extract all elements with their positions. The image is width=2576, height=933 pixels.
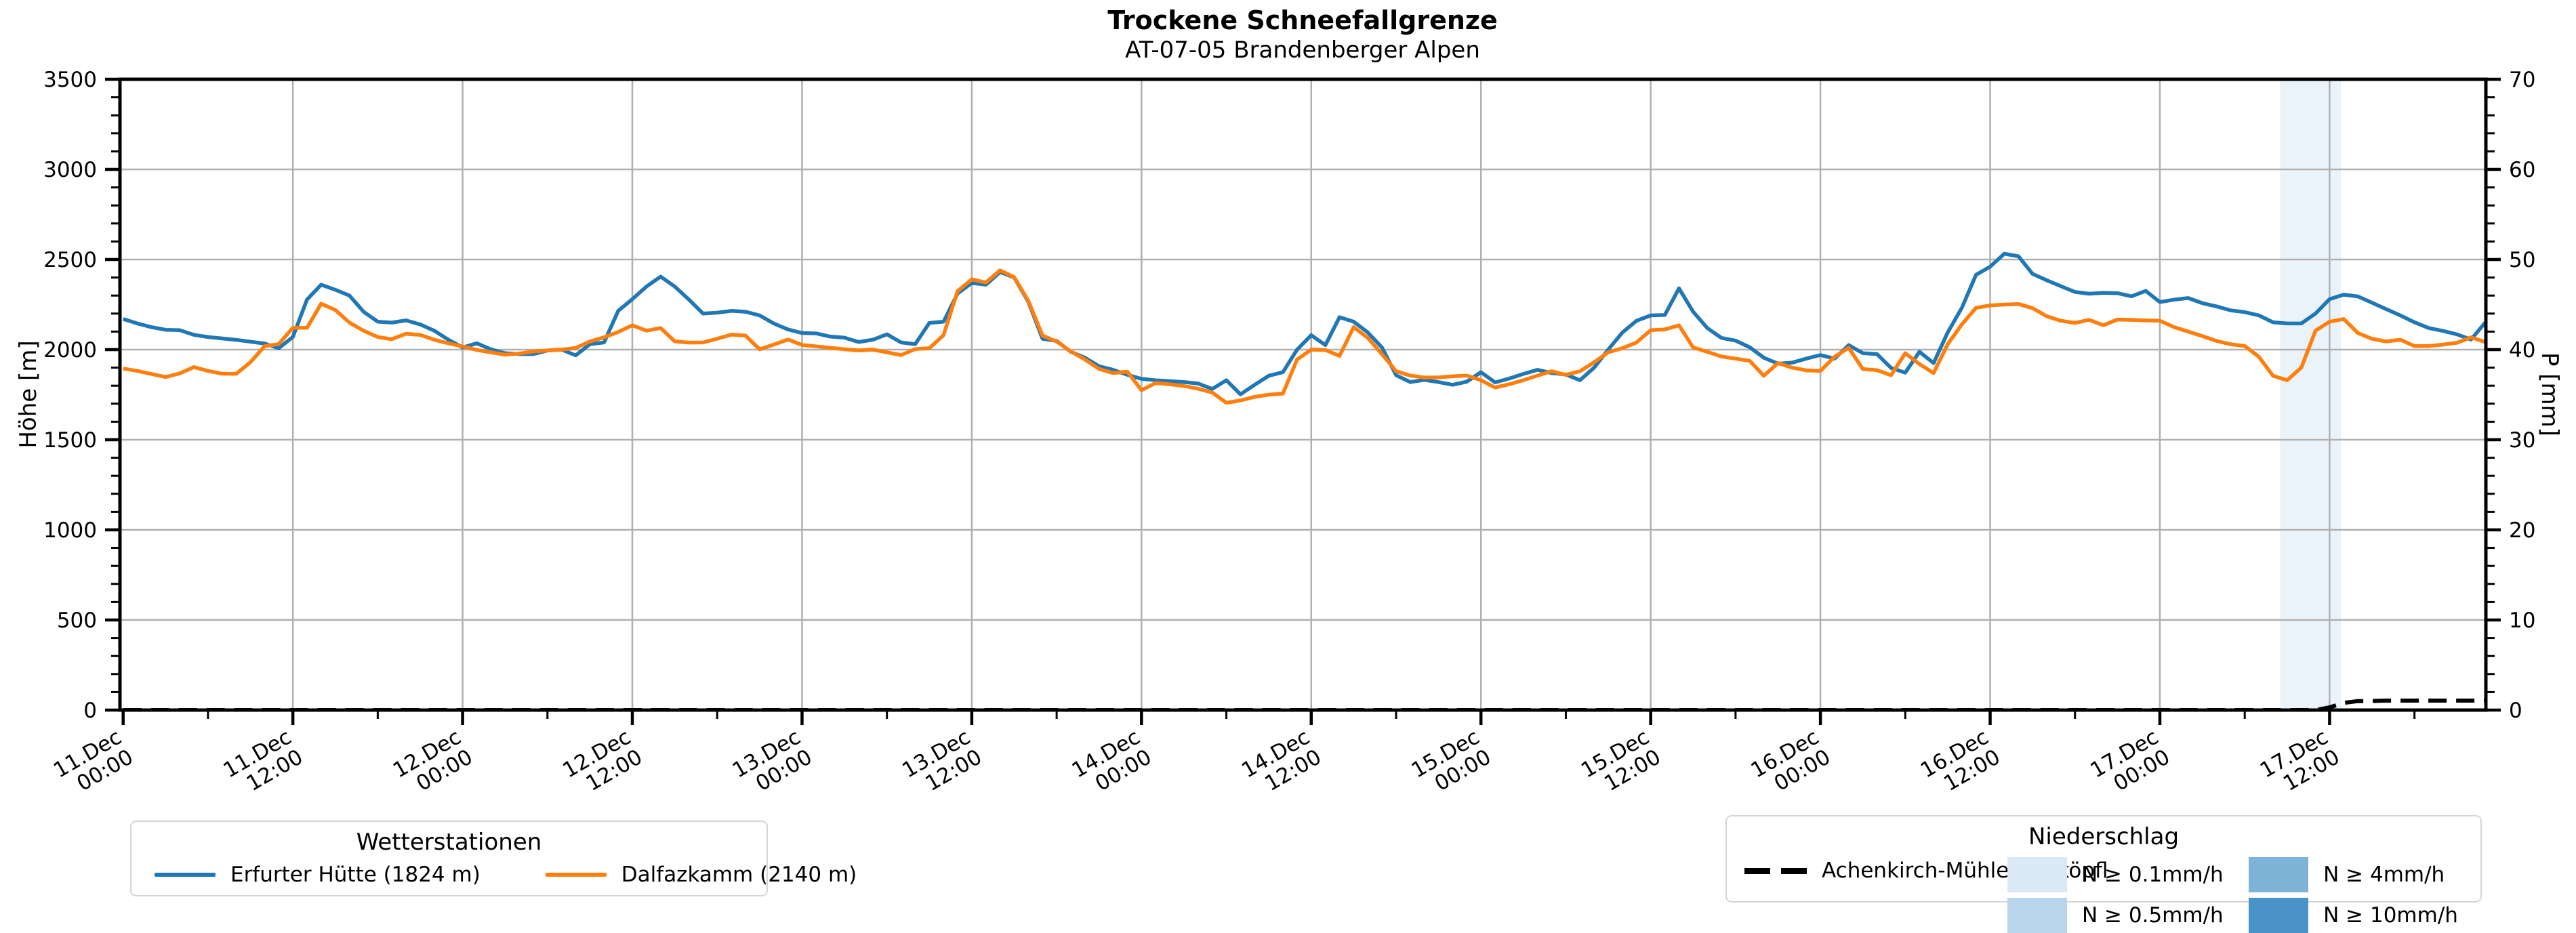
line-swatch-orange (545, 873, 607, 877)
x-tick-label: 15.Dec12:00 (1577, 725, 1665, 803)
svg-text:16.Dec12:00: 16.Dec12:00 (1917, 725, 2005, 803)
legend-item-label: N ≥ 4mm/h (2323, 863, 2445, 887)
y-right-tick-label: 70 (2509, 68, 2535, 92)
y-right-tick-label: 60 (2509, 158, 2535, 182)
svg-text:15.Dec12:00: 15.Dec12:00 (1577, 725, 1665, 803)
y-left-tick-label: 0 (83, 699, 97, 723)
line-swatch-blue (155, 873, 216, 877)
legend-precip-title: Niederschlag (2028, 823, 2180, 850)
y-left-tick-label: 500 (57, 608, 97, 633)
x-tick-label: 12.Dec12:00 (558, 725, 647, 803)
legend-precipitation: Niederschlag Achenkirch-Mühleggerköpfl N… (1725, 815, 2482, 933)
y-left-tick-label: 2000 (43, 338, 97, 362)
x-tick-label: 15.Dec00:00 (1408, 725, 1496, 803)
legend-item-achenkirch: Achenkirch-Mühleggerköpfl (1744, 858, 2108, 883)
y-left-tick-label: 2500 (43, 248, 97, 272)
x-tick-label: 14.Dec12:00 (1238, 725, 1326, 803)
dashed-line-swatch (1744, 867, 1807, 874)
legend-item-label: Dalfazkamm (2140 m) (621, 863, 857, 887)
y-left-tick-label: 1500 (43, 428, 97, 453)
legend-item-label: Erfurter Hütte (1824 m) (230, 863, 481, 887)
precip-patch-4 (2249, 857, 2309, 892)
legend-item-n10: N ≥ 10mm/h (2249, 898, 2463, 933)
svg-text:11.Dec12:00: 11.Dec12:00 (219, 725, 307, 803)
precip-patch-0.5 (2007, 898, 2067, 933)
y-right-tick-label: 0 (2509, 699, 2522, 723)
y-left-tick-label: 3500 (43, 68, 97, 92)
gridlines (120, 79, 2486, 710)
series-0 (122, 251, 2486, 396)
legend-item-n4: N ≥ 4mm/h (2249, 857, 2463, 892)
y-right-tick-label: 30 (2509, 428, 2535, 453)
y-right-tick-label: 20 (2509, 518, 2535, 543)
x-tick-label: 16.Dec12:00 (1917, 725, 2005, 803)
y-right-tick-label: 40 (2509, 338, 2535, 362)
precip-patch-10 (2249, 898, 2309, 933)
legend-item-erfurter-huette: Erfurter Hütte (1824 m) (155, 863, 481, 887)
tick-labels: 0 500 1000 1500 2000 2500 3000 3500 0 10 20 30 40 50 6… (43, 68, 2535, 803)
legend-stations-title: Wetterstationen (356, 829, 542, 856)
svg-text:12.Dec00:00: 12.Dec00:00 (389, 725, 477, 803)
axes-spines (118, 77, 2488, 712)
svg-text:12.Dec12:00: 12.Dec12:00 (558, 725, 647, 803)
x-tick-label: 11.Dec00:00 (49, 725, 138, 803)
svg-text:13.Dec00:00: 13.Dec00:00 (729, 725, 817, 803)
chart-title: Trockene Schneefallgrenze (1107, 5, 1498, 35)
svg-text:15.Dec00:00: 15.Dec00:00 (1408, 725, 1496, 803)
legend-item-label: N ≥ 0.5mm/h (2082, 903, 2224, 928)
x-tick-label: 12.Dec00:00 (389, 725, 477, 803)
axis-ticks (105, 77, 2501, 725)
legend-stations: Wetterstationen Erfurter Hütte (1824 m) … (130, 821, 857, 896)
legend-item-dalfazkamm: Dalfazkamm (2140 m) (545, 863, 857, 887)
series-1 (123, 268, 2486, 405)
y-left-tick-label: 3000 (43, 158, 97, 182)
legend-item-n01: N ≥ 0.1mm/h (2007, 857, 2249, 892)
x-tick-label: 16.Dec00:00 (1746, 725, 1835, 803)
precip-band (2280, 79, 2342, 710)
y-left-tick-label: 1000 (43, 518, 97, 543)
y-right-tick-label: 10 (2509, 608, 2535, 633)
precip-patch-0.1 (2007, 857, 2067, 892)
y-right-tick-label: 50 (2509, 248, 2535, 272)
svg-text:13.Dec12:00: 13.Dec12:00 (898, 725, 986, 803)
svg-text:17.Dec00:00: 17.Dec00:00 (2086, 725, 2174, 803)
x-tick-label: 11.Dec12:00 (219, 725, 307, 803)
svg-text:16.Dec00:00: 16.Dec00:00 (1746, 725, 1835, 803)
x-tick-label: 14.Dec00:00 (1068, 725, 1156, 803)
svg-text:14.Dec00:00: 14.Dec00:00 (1068, 725, 1156, 803)
legend-item-label: N ≥ 0.1mm/h (2082, 863, 2224, 887)
chart-subtitle: AT-07-05 Brandenberger Alpen (1125, 37, 1480, 64)
x-tick-label: 17.Dec12:00 (2256, 725, 2344, 803)
legend-item-label: N ≥ 10mm/h (2323, 903, 2458, 928)
legend-item-n05: N ≥ 0.5mm/h (2007, 898, 2249, 933)
x-tick-label: 13.Dec00:00 (729, 725, 817, 803)
svg-text:14.Dec12:00: 14.Dec12:00 (1238, 725, 1326, 803)
svg-text:17.Dec12:00: 17.Dec12:00 (2256, 725, 2344, 803)
x-tick-label: 13.Dec12:00 (898, 725, 986, 803)
x-tick-label: 17.Dec00:00 (2086, 725, 2174, 803)
svg-text:11.Dec00:00: 11.Dec00:00 (49, 725, 138, 803)
